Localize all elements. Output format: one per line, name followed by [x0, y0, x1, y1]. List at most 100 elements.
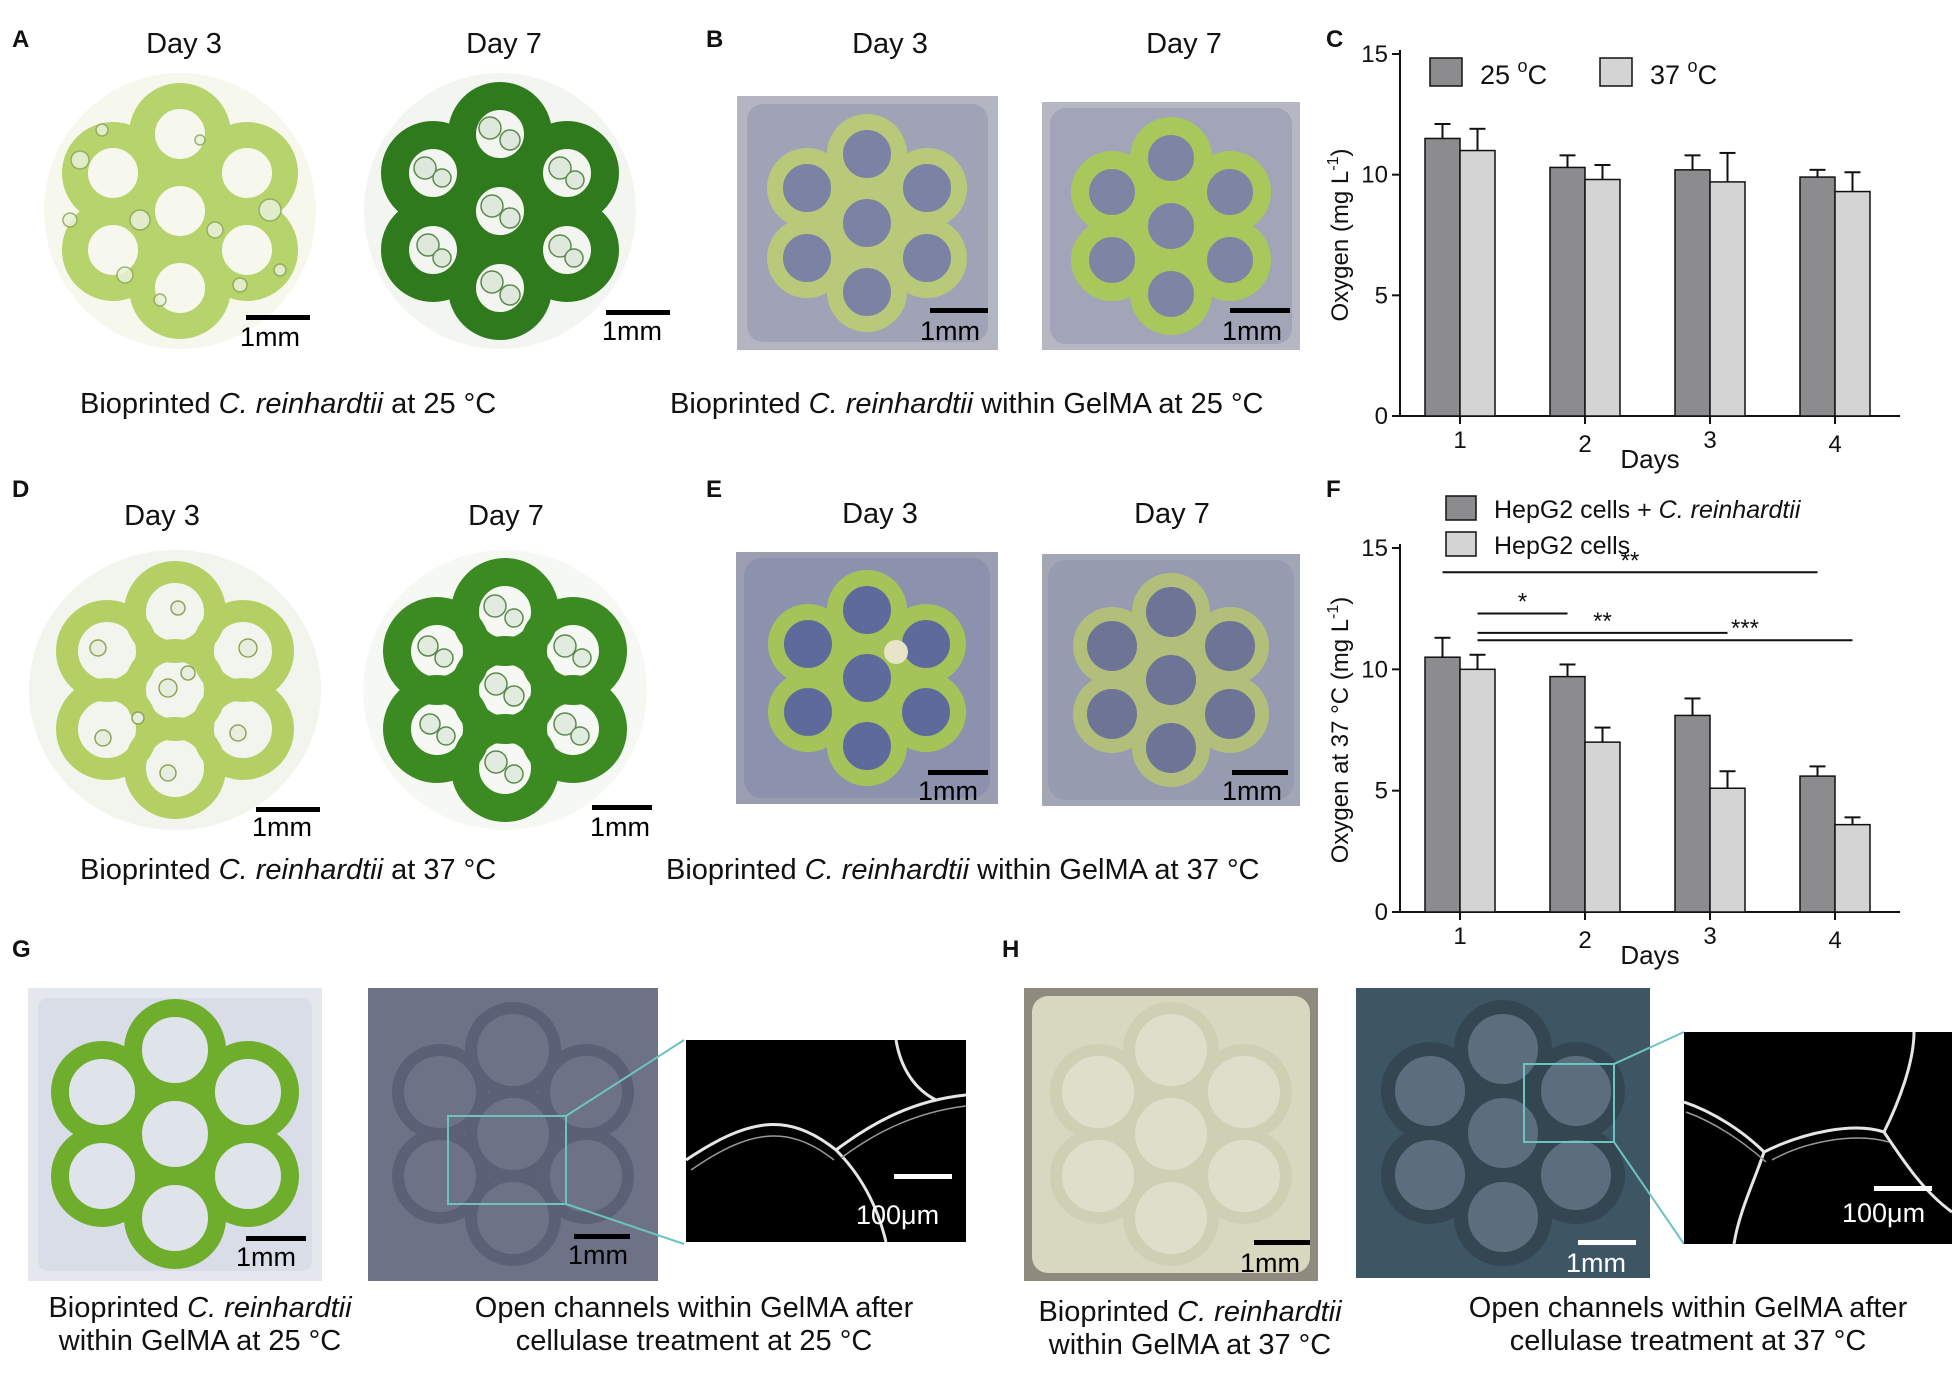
- panel-b-day3-photo: [737, 96, 998, 350]
- panel-e-day3-label: Day 3: [842, 498, 918, 530]
- panel-d-day7-label: Day 7: [468, 500, 544, 532]
- y-tick-label: 15: [1361, 535, 1388, 562]
- legend-label: 37 oC: [1650, 56, 1717, 90]
- panel-e-caption: Bioprinted C. reinhardtii within GelMA a…: [666, 854, 1260, 886]
- x-tick-label: 3: [1703, 923, 1716, 950]
- bar: [1584, 741, 1621, 913]
- bar: [1834, 823, 1871, 913]
- panel-h-scale-text-1: 1mm: [1240, 1248, 1300, 1278]
- panel-g-photo-1: [28, 988, 322, 1281]
- panel-a-scale-text-left: 1mm: [240, 322, 300, 352]
- bar: [1549, 675, 1586, 913]
- panel-h-scale-bar-1: [1254, 1240, 1310, 1245]
- bar: [1709, 181, 1746, 417]
- x-tick-label: 1: [1453, 923, 1466, 950]
- bar: [1424, 137, 1461, 417]
- y-axis-title: Oxygen at 37 °C (mg L-1): [1325, 597, 1354, 864]
- panel-h-caption-1: Bioprinted C. reinhardtii within GelMA a…: [1038, 1296, 1342, 1361]
- panel-e-scale-bar-right: [1232, 770, 1288, 775]
- legend-swatch: [1429, 57, 1463, 87]
- bar: [1459, 668, 1496, 913]
- panel-d-scale-text-left: 1mm: [252, 812, 312, 842]
- bar: [1459, 149, 1496, 417]
- panel-d-caption: Bioprinted C. reinhardtii at 37 °C: [80, 854, 497, 886]
- significance-label: *: [1518, 589, 1527, 616]
- bar: [1674, 169, 1711, 417]
- bar: [1584, 178, 1621, 417]
- legend-label: HepG2 cells + C. reinhardtii: [1494, 496, 1802, 524]
- panel-c-label: C: [1326, 26, 1344, 53]
- panel-a-label: A: [12, 26, 30, 53]
- significance-label: **: [1621, 547, 1640, 574]
- panel-d-scale-text-right: 1mm: [590, 812, 650, 842]
- bar: [1549, 166, 1586, 417]
- panel-e-day3-photo: [736, 552, 998, 804]
- panel-e-day7-photo: [1042, 554, 1300, 806]
- significance-label: **: [1593, 608, 1612, 635]
- panel-b-scale-bar-right: [1230, 308, 1290, 313]
- panel-h-photo-2: [1356, 988, 1650, 1278]
- x-tick-label: 1: [1453, 427, 1466, 454]
- bar: [1799, 775, 1836, 913]
- panel-g-scale-bar-2: [574, 1234, 630, 1239]
- panel-f-chart: 0 5 10 15 1 2 3 4 Days Oxygen at 37 °C (mg L-1) He…: [1310, 486, 1930, 976]
- y-tick-label: 15: [1361, 41, 1388, 68]
- y-tick-label: 5: [1375, 282, 1388, 309]
- panel-d-scale-bar-right: [592, 805, 652, 810]
- panel-a-day7-label: Day 7: [466, 28, 542, 60]
- y-tick-label: 5: [1375, 778, 1388, 805]
- panel-h-scale-bar-3: [1874, 1186, 1932, 1191]
- x-tick-label: 3: [1703, 427, 1716, 454]
- panel-a-day3-label: Day 3: [146, 28, 222, 60]
- panel-a-caption: Bioprinted C. reinhardtii at 25 °C: [80, 388, 497, 420]
- y-tick-label: 10: [1361, 162, 1388, 189]
- panel-b-caption: Bioprinted C. reinhardtii within GelMA a…: [670, 388, 1264, 420]
- panel-g-caption-1: Bioprinted C. reinhardtii within GelMA a…: [48, 1292, 352, 1357]
- panel-g-zoom-lines: [566, 1039, 685, 1245]
- panel-c-chart: 0 5 10 15 1 2 3 4 Days Oxygen (mg L-1) 25 oC 37 oC: [1310, 40, 1930, 480]
- panel-g-scale-text-3: 100μm: [856, 1200, 940, 1230]
- x-tick-label: 4: [1828, 431, 1841, 458]
- panel-h-scale-text-2: 1mm: [1566, 1248, 1626, 1278]
- bar: [1709, 787, 1746, 913]
- x-tick-label: 4: [1828, 927, 1841, 954]
- panel-g-photo-2: [368, 988, 658, 1281]
- bar: [1674, 714, 1711, 913]
- y-tick-label: 10: [1361, 656, 1388, 683]
- panel-b-day3-label: Day 3: [852, 28, 928, 60]
- panel-e-scale-bar-left: [928, 770, 988, 775]
- panel-b-scale-text-left: 1mm: [920, 316, 980, 346]
- panel-g-inset-micrograph: [686, 1040, 966, 1242]
- panel-a-day7-photo: [360, 70, 638, 352]
- legend-swatch: [1599, 57, 1633, 87]
- panel-b-scale-bar-left: [930, 308, 988, 313]
- panel-h-scale-bar-2: [1578, 1240, 1636, 1245]
- bar: [1799, 176, 1836, 417]
- panel-g-label: G: [12, 936, 31, 963]
- x-axis-title: Days: [1620, 940, 1679, 970]
- panel-g-caption-2: Open channels within GelMA after cellula…: [474, 1292, 914, 1357]
- panel-h-scale-text-3: 100μm: [1842, 1198, 1926, 1228]
- x-tick-label: 2: [1578, 927, 1591, 954]
- panel-f-label: F: [1326, 476, 1341, 503]
- panel-b-label: B: [706, 26, 724, 53]
- panel-b-day7-photo: [1042, 102, 1300, 350]
- panel-b-scale-text-right: 1mm: [1222, 316, 1282, 346]
- y-tick-label: 0: [1375, 403, 1388, 430]
- legend-label: 25 oC: [1480, 56, 1547, 90]
- legend-swatch: [1445, 531, 1477, 557]
- panel-g-scale-text-1: 1mm: [236, 1242, 296, 1272]
- panel-g-scale-bar-1: [246, 1236, 306, 1241]
- panel-b-day7-label: Day 7: [1146, 28, 1222, 60]
- panel-h-photo-1: [1024, 988, 1318, 1281]
- panel-h-inset-micrograph: [1684, 1032, 1952, 1244]
- y-axis-title: Oxygen (mg L-1): [1325, 149, 1354, 322]
- panel-d-label: D: [12, 476, 30, 503]
- bar: [1424, 656, 1461, 913]
- panel-e-label: E: [706, 476, 723, 503]
- panel-g-scale-text-2: 1mm: [568, 1240, 628, 1270]
- panel-d-day3-photo: [28, 548, 322, 833]
- panel-e-scale-text-left: 1mm: [918, 776, 978, 806]
- x-axis-title: Days: [1620, 444, 1679, 474]
- panel-d-day7-photo: [360, 548, 650, 833]
